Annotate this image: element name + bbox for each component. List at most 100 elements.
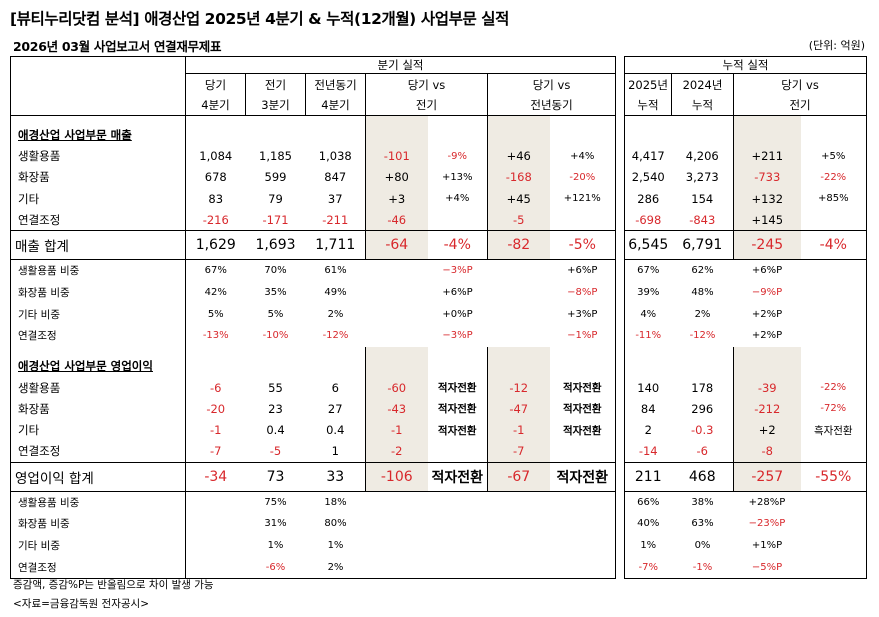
cum-2025: 84 bbox=[640, 401, 656, 416]
corner-cell bbox=[10, 56, 186, 74]
unit-label: (단위: 억원) bbox=[808, 39, 865, 52]
table-row: 생활용품 1,084 1,185 1,038 -101 -9% +46 +4% bbox=[11, 145, 616, 167]
share-yoy: 18% bbox=[324, 496, 347, 508]
share-row: 연결조정 -6% 2% bbox=[11, 556, 616, 579]
cum-delta: -733 bbox=[733, 166, 801, 189]
total-pct-vs-yoy: 적자전환 bbox=[549, 461, 616, 492]
share-delta-vs-previous bbox=[428, 491, 488, 513]
share-row: 67% 62% +6%P bbox=[625, 260, 867, 282]
quarterly-table: 분기 실적 당기 4분기 전기 3분기 전년동기 4분기 당기 vs 전기 당기 vs 전… bbox=[10, 56, 617, 579]
cum-2025: 2 bbox=[644, 423, 652, 438]
share-current bbox=[185, 534, 246, 557]
col-header-2025: 2025년 누적 bbox=[624, 73, 672, 116]
share-label: 생활용품 비중 bbox=[18, 496, 80, 509]
share-row: -11% -12% +2%P bbox=[625, 325, 867, 347]
pct-vs-previous: 적자전환 bbox=[437, 424, 477, 437]
total-previous: 1,693 bbox=[245, 230, 306, 261]
share-cum-2025: 39% bbox=[637, 286, 660, 298]
row-label: 연결조정 bbox=[18, 444, 61, 459]
share-delta-vs-yoy bbox=[550, 535, 616, 557]
share-delta-vs-yoy bbox=[550, 491, 616, 513]
share-row: 생활용품 비중 67% 70% 61% −3%P +6%P bbox=[11, 259, 616, 282]
cum-delta: -39 bbox=[733, 376, 801, 399]
share-yoy: 49% bbox=[324, 286, 347, 298]
share-cum-delta: −5%P bbox=[751, 561, 783, 573]
cum-pct: +85% bbox=[817, 193, 849, 205]
table-row: 286 154 +132 +85% bbox=[625, 188, 867, 210]
empty-cell bbox=[306, 355, 366, 377]
pct-vs-previous: 적자전환 bbox=[437, 382, 477, 395]
share-cum-delta: +28%P bbox=[748, 496, 786, 508]
col-header-vs-yoy: 당기 vs 전년동기 bbox=[487, 73, 616, 116]
share-delta-vs-yoy: −1%P bbox=[567, 330, 598, 342]
share-cum-delta: +2%P bbox=[751, 330, 783, 342]
table-row: 84 296 -212 -72% bbox=[625, 398, 867, 420]
empty-cell bbox=[487, 354, 550, 377]
empty-cell bbox=[246, 355, 306, 377]
empty-cell bbox=[246, 124, 306, 146]
table-row: 화장품 -20 23 27 -43 적자전환 -47 적자전환 bbox=[11, 398, 616, 420]
share-delta-vs-previous bbox=[428, 513, 488, 535]
empty-cell bbox=[801, 260, 867, 282]
delta-vs-previous: -101 bbox=[365, 145, 428, 167]
spacer-cell bbox=[428, 116, 488, 124]
cum-delta: -8 bbox=[733, 440, 801, 463]
row-label: 기타 bbox=[18, 423, 40, 438]
spacer-cell bbox=[306, 116, 366, 124]
cum-2024: -0.3 bbox=[691, 423, 714, 438]
total-cum-2024: 468 bbox=[671, 461, 734, 492]
share-delta-vs-yoy: +3%P bbox=[567, 308, 598, 320]
share-delta-vs-yoy bbox=[550, 513, 616, 535]
spacer-cell bbox=[625, 347, 672, 355]
empty-cell bbox=[733, 123, 801, 146]
quarterly-group-header: 분기 실적 bbox=[185, 56, 616, 74]
cum-2024: -6 bbox=[696, 444, 708, 459]
delta-vs-previous: +3 bbox=[365, 188, 428, 210]
empty-cell bbox=[306, 124, 366, 146]
spacer-cell bbox=[185, 346, 246, 355]
share-row: -7% -1% −5%P bbox=[625, 556, 867, 578]
empty-cell bbox=[625, 124, 672, 146]
spacer-cell bbox=[365, 115, 428, 124]
empty-cell bbox=[428, 124, 488, 146]
section-title: 애경산업 사업부문 영업이익 bbox=[18, 358, 153, 373]
spacer-cell bbox=[428, 347, 488, 355]
empty-cell bbox=[185, 354, 246, 377]
empty-cell bbox=[801, 303, 867, 325]
row-label: 연결조정 bbox=[18, 212, 61, 227]
value-previous: 599 bbox=[264, 170, 287, 185]
value-previous: 55 bbox=[268, 380, 283, 395]
col-header-yoy: 전년동기 4분기 bbox=[305, 73, 366, 116]
total-yoy: 1,711 bbox=[305, 230, 366, 261]
cum-2024: 4,206 bbox=[685, 149, 719, 164]
share-label: 연결조정 bbox=[18, 330, 57, 343]
pct-vs-previous: +13% bbox=[441, 171, 473, 183]
value-yoy: 1 bbox=[331, 444, 339, 459]
share-current bbox=[185, 491, 246, 513]
empty-cell bbox=[733, 354, 801, 377]
spacer-cell bbox=[672, 347, 734, 355]
share-label: 화장품 비중 bbox=[18, 286, 70, 299]
total-label: 매출 합계 bbox=[10, 230, 186, 261]
section-gap bbox=[11, 115, 616, 124]
value-current: 1,084 bbox=[185, 145, 246, 167]
empty-cell bbox=[801, 556, 867, 578]
value-previous: -5 bbox=[269, 444, 282, 459]
pct-vs-previous: 적자전환 bbox=[437, 403, 477, 416]
pct-vs-yoy: 적자전환 bbox=[562, 403, 602, 416]
cum-2024: -843 bbox=[689, 212, 716, 227]
pct-vs-yoy: 적자전환 bbox=[562, 382, 602, 395]
empty-cell bbox=[801, 281, 867, 303]
share-previous: 31% bbox=[264, 518, 287, 530]
total-current: 1,629 bbox=[185, 230, 246, 261]
cum-pct: -22% bbox=[820, 171, 847, 183]
total-cum-delta: -245 bbox=[733, 230, 801, 261]
pct-vs-yoy: 적자전환 bbox=[562, 424, 602, 437]
share-cum-delta: −9%P bbox=[751, 286, 783, 298]
cum-delta: +2 bbox=[733, 419, 801, 441]
value-yoy: 1,038 bbox=[318, 149, 352, 164]
col-header-previous: 전기 3분기 bbox=[245, 73, 306, 116]
empty-cell bbox=[185, 123, 246, 146]
empty-cell bbox=[801, 535, 867, 557]
table-row: 기타 -1 0.4 0.4 -1 적자전환 -1 적자전환 bbox=[11, 419, 616, 441]
